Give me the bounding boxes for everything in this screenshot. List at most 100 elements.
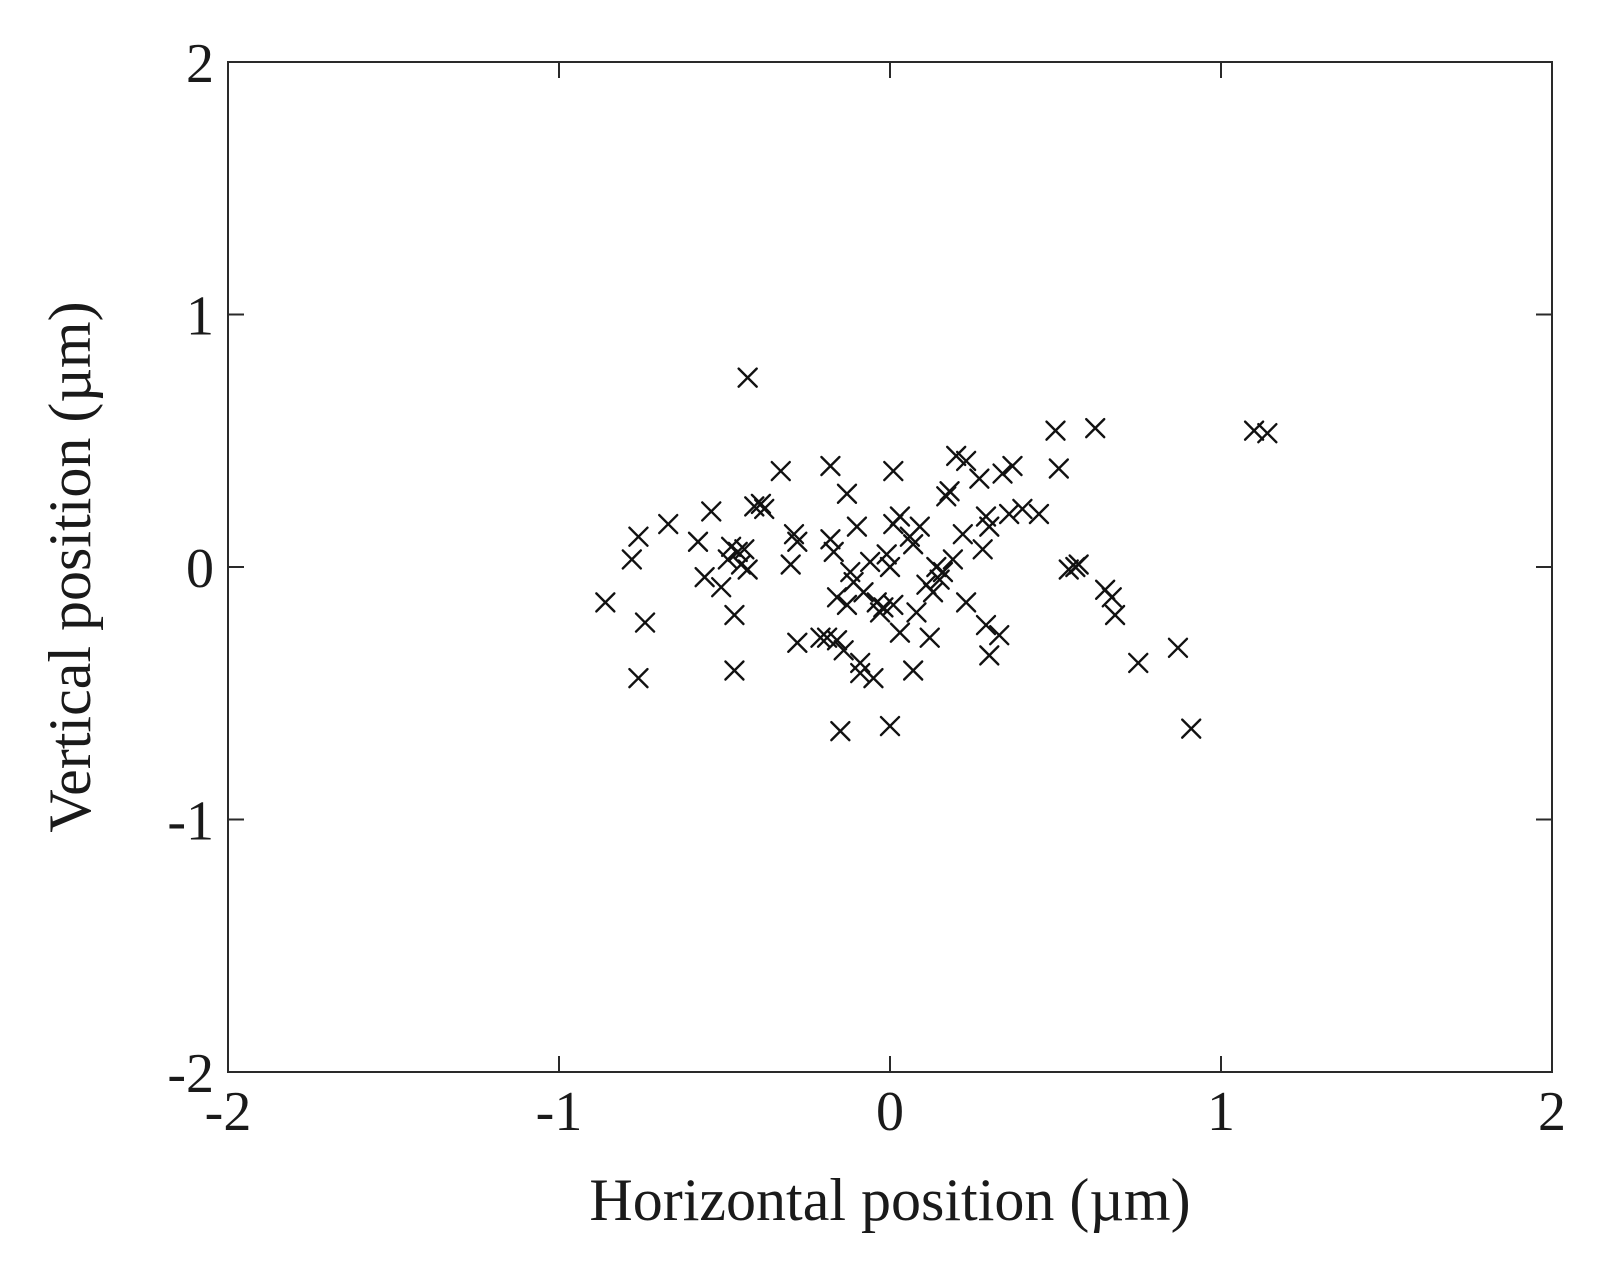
scatter-point	[787, 531, 808, 552]
y-tick-label: -2	[167, 1043, 214, 1105]
scatter-point	[710, 577, 732, 598]
tick-labels: -2 -1 0 1 2 -2 -1 0 1 2	[167, 33, 1566, 1143]
scatter-point	[1045, 420, 1066, 441]
scatter-point	[972, 539, 993, 560]
scatter-point	[754, 498, 775, 520]
scatter-point	[780, 554, 801, 575]
scatter-point	[846, 516, 868, 537]
scatter-point	[902, 660, 924, 681]
scatter-point	[1085, 417, 1106, 439]
scatter-point	[694, 566, 715, 588]
scatter-point	[628, 526, 649, 547]
scatter-point	[717, 549, 739, 570]
scatter-point	[863, 667, 884, 689]
scatter-point	[922, 582, 944, 603]
scatter-point	[787, 632, 808, 653]
scatter-point	[883, 594, 904, 616]
scatter-point	[836, 594, 858, 616]
scatter-point	[701, 501, 722, 522]
scatter-point	[906, 602, 927, 623]
scatter-point	[909, 516, 930, 537]
scatter-point	[734, 539, 755, 560]
scatter-point	[869, 602, 891, 623]
scatter-point	[992, 463, 1013, 484]
scatter-point	[1167, 637, 1189, 658]
scatter-point	[998, 503, 1020, 525]
scatter-point	[1104, 604, 1126, 626]
x-tick-label: -2	[205, 1081, 252, 1143]
scatter-point	[737, 367, 758, 388]
scatter-point	[879, 556, 901, 578]
scatter-point	[1128, 652, 1149, 674]
scatter-point	[979, 645, 1000, 666]
y-tick-label: 1	[186, 286, 214, 348]
y-tick-label: -1	[167, 791, 214, 853]
scatter-point	[1101, 587, 1122, 608]
scatter-point	[883, 460, 904, 482]
scatter-point	[823, 541, 844, 563]
scatter-point	[1243, 420, 1265, 441]
scatter-point	[1012, 498, 1033, 520]
plot-frame	[227, 61, 1553, 1073]
scatter-point	[853, 582, 874, 603]
x-tick-label: 1	[1207, 1081, 1235, 1143]
scatter-point	[737, 559, 758, 580]
scatter-point	[955, 450, 977, 472]
scatter-point	[750, 493, 772, 515]
scatter-point	[989, 624, 1010, 646]
scatter-point	[969, 468, 990, 489]
scatter-point	[820, 529, 841, 550]
x-axis-label: Horizontal position (µm)	[589, 1167, 1190, 1233]
scatter-point	[979, 516, 1000, 537]
x-tick-label: 0	[876, 1081, 904, 1143]
scatter-point	[889, 506, 911, 527]
scatter-point	[939, 481, 960, 502]
scatter-point	[658, 513, 679, 535]
scatter-point	[727, 541, 748, 563]
scatter-point	[919, 627, 940, 648]
scatter-point	[820, 455, 841, 477]
data-markers	[595, 367, 1278, 742]
scatter-point	[830, 720, 851, 742]
scatter-point	[952, 523, 974, 545]
scatter-point	[975, 614, 997, 636]
scatter-point	[1068, 554, 1089, 575]
scatter-point	[836, 483, 858, 504]
scatter-point	[634, 612, 656, 633]
scatter-point	[850, 652, 871, 674]
scatter-point	[724, 604, 745, 626]
scatter-point	[687, 531, 709, 552]
scatter-point	[879, 715, 901, 737]
scatter-point	[826, 630, 848, 651]
scatter-point	[724, 660, 745, 681]
scatter-point	[889, 622, 911, 643]
scatter-point	[833, 640, 854, 661]
scatter-point	[876, 544, 897, 565]
x-tick-label: 2	[1538, 1081, 1566, 1143]
x-tick-label: -1	[536, 1081, 583, 1143]
scatter-point	[783, 523, 805, 545]
y-tick-label: 2	[186, 33, 214, 95]
scatter-point	[1257, 422, 1278, 444]
scatter-point	[946, 445, 967, 467]
scatter-point	[955, 592, 977, 613]
scatter-point	[628, 667, 649, 689]
scatter-point	[1058, 559, 1079, 580]
scatter-point	[1048, 458, 1070, 479]
scatter-point	[595, 592, 616, 613]
scatter-point	[1002, 455, 1023, 477]
scatter-point	[942, 549, 964, 570]
scatter-point	[850, 662, 871, 684]
scatter-point	[1181, 718, 1202, 739]
scatter-point	[621, 549, 643, 570]
y-tick-label: 0	[186, 538, 214, 600]
scatter-point	[936, 486, 957, 507]
scatter-point	[770, 460, 791, 482]
scatter-point	[932, 561, 954, 583]
scatter-point	[902, 534, 924, 555]
scatter-point	[826, 587, 848, 608]
scatter-point	[859, 551, 881, 573]
y-axis-label: Vertical position (µm)	[37, 301, 103, 832]
scatter-point	[1028, 503, 1050, 525]
